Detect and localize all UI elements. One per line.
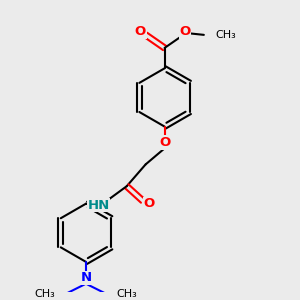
- Text: CH₃: CH₃: [215, 30, 236, 40]
- Text: O: O: [143, 197, 155, 210]
- Text: O: O: [179, 25, 191, 38]
- Text: CH₃: CH₃: [35, 289, 56, 299]
- Text: HN: HN: [87, 199, 110, 212]
- Text: N: N: [80, 272, 92, 284]
- Text: CH₃: CH₃: [116, 289, 137, 299]
- Text: O: O: [135, 25, 146, 38]
- Text: O: O: [159, 136, 170, 149]
